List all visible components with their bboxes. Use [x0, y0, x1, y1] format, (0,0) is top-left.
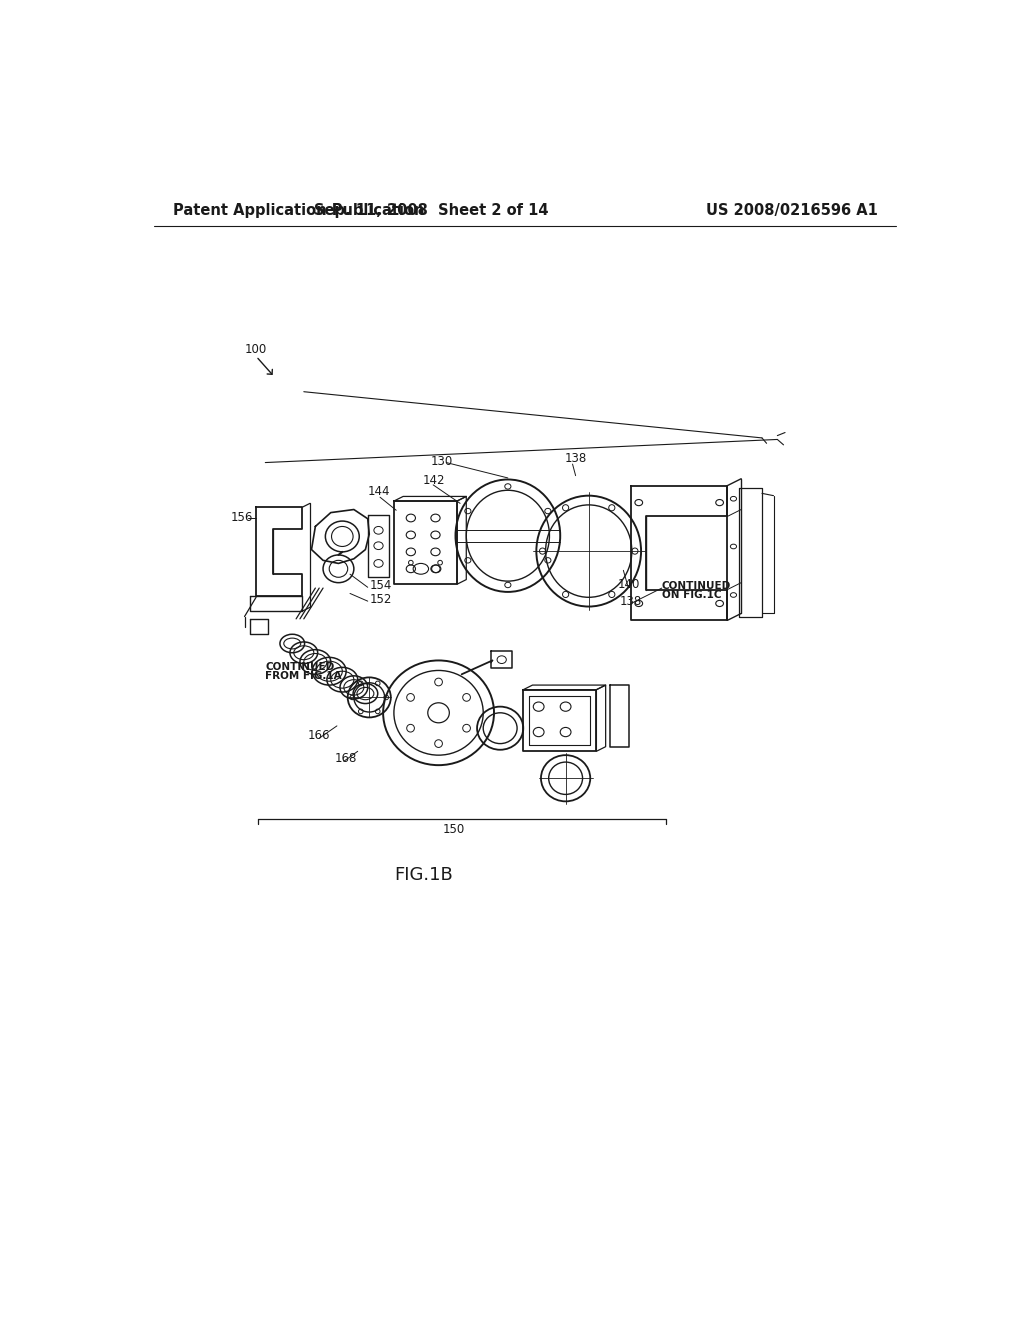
Text: CONTINUED: CONTINUED: [662, 581, 731, 591]
Text: 150: 150: [442, 824, 465, 837]
Text: 140: 140: [617, 578, 640, 591]
Text: 156: 156: [230, 511, 253, 524]
Text: CONTINUED: CONTINUED: [265, 661, 335, 672]
Text: FIG.1B: FIG.1B: [394, 866, 453, 883]
Text: 138: 138: [565, 453, 587, 465]
Text: Sep. 11, 2008  Sheet 2 of 14: Sep. 11, 2008 Sheet 2 of 14: [313, 203, 548, 218]
Text: 168: 168: [335, 752, 357, 766]
Text: 100: 100: [245, 343, 267, 356]
Text: 142: 142: [423, 474, 445, 487]
Text: 166: 166: [307, 730, 330, 742]
Text: FROM FIG.1A: FROM FIG.1A: [265, 671, 342, 681]
Text: US 2008/0216596 A1: US 2008/0216596 A1: [706, 203, 878, 218]
Text: Patent Application Publication: Patent Application Publication: [173, 203, 424, 218]
Text: ON FIG.1C: ON FIG.1C: [662, 590, 721, 601]
Text: 152: 152: [370, 593, 391, 606]
Text: 138: 138: [620, 595, 642, 609]
Text: 154: 154: [370, 579, 391, 593]
Text: 144: 144: [368, 484, 390, 498]
Text: 130: 130: [431, 454, 453, 467]
